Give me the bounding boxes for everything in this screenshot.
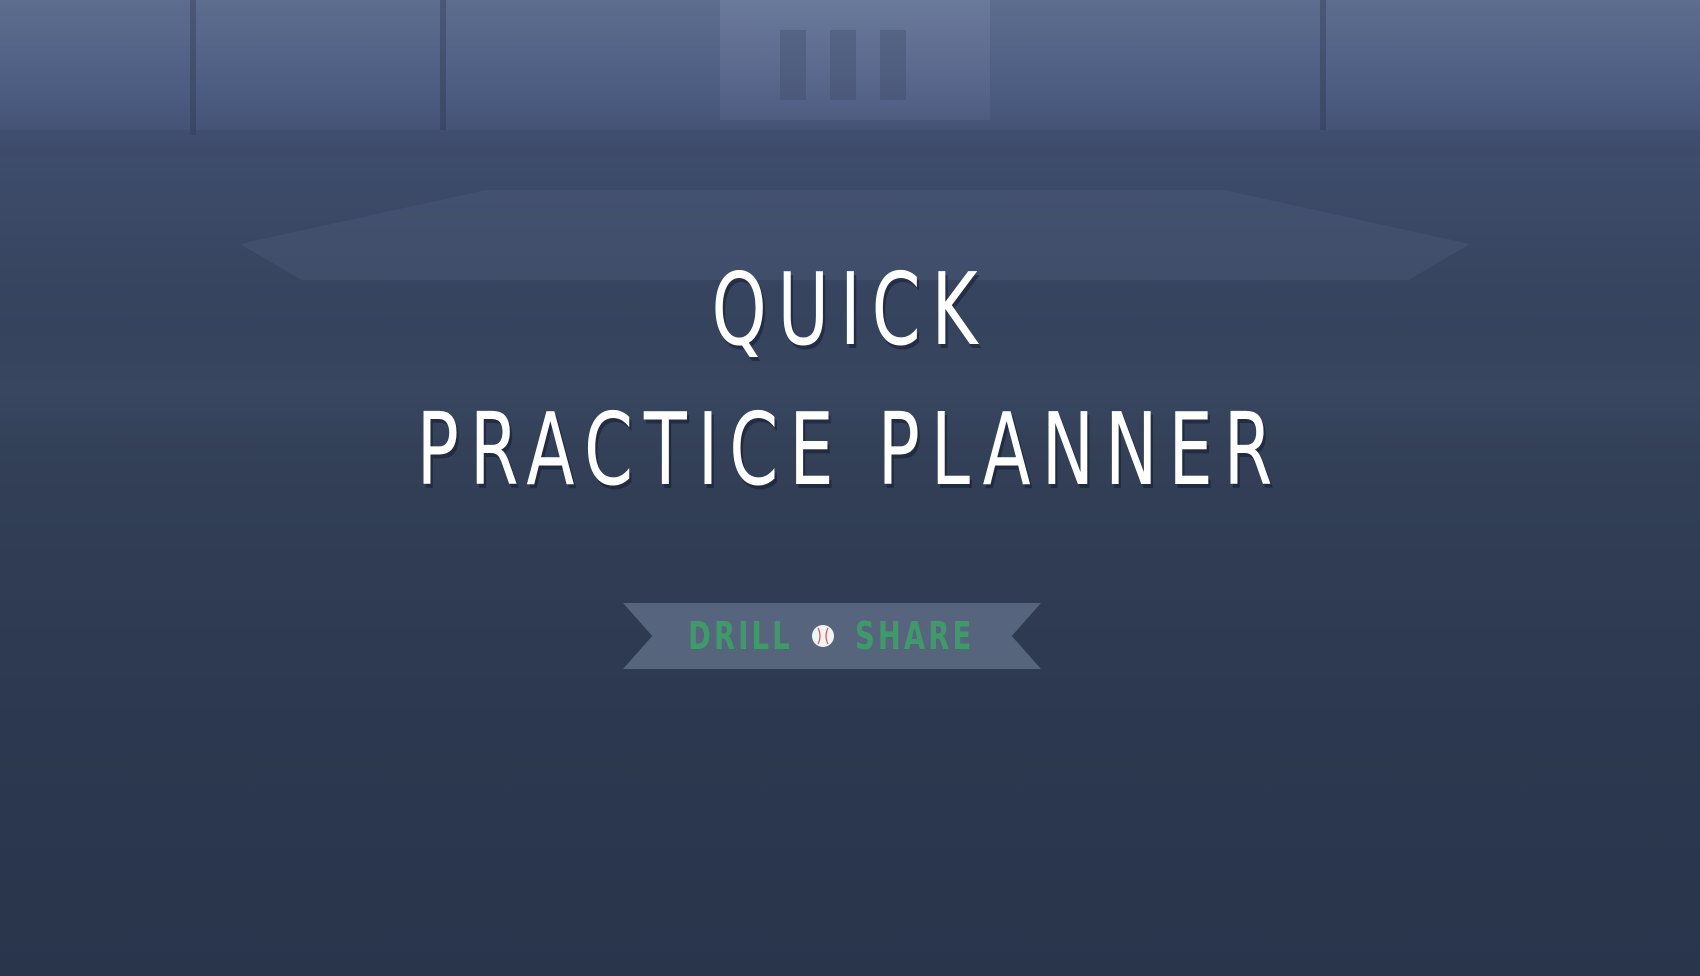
light-pole xyxy=(190,0,196,135)
light-pole xyxy=(440,0,446,130)
brand-word-drill: DRILL xyxy=(687,614,793,658)
title-line-2: PRACTICE PLANNER xyxy=(416,391,1284,508)
app-title: QUICK PRACTICE PLANNER xyxy=(0,240,1700,520)
outfield-fence xyxy=(0,130,1700,158)
building-window xyxy=(780,30,806,100)
baseball-icon xyxy=(811,625,834,647)
stadium-building xyxy=(720,0,990,120)
building-window xyxy=(830,30,856,100)
building-window xyxy=(880,30,906,100)
brand-word-share: SHARE xyxy=(854,614,975,658)
infield xyxy=(240,190,1470,280)
title-line-1: QUICK xyxy=(711,251,989,368)
outfield-grass xyxy=(0,330,1700,450)
grandstand xyxy=(0,0,1700,150)
brand-logo: DRILL SHARE xyxy=(623,603,1041,669)
light-pole xyxy=(1320,0,1326,130)
